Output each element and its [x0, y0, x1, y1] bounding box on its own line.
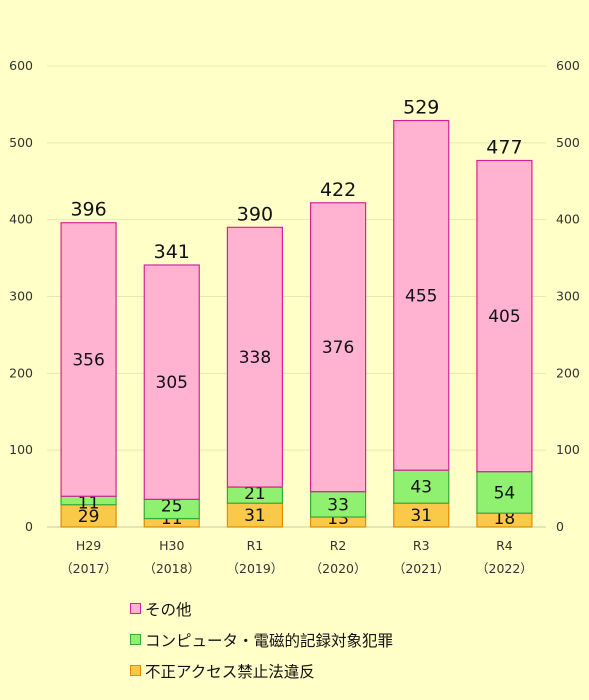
x-tick-label-year: （2017）	[60, 561, 117, 576]
y-tick-label: 500	[9, 135, 33, 150]
data-label: 11	[78, 493, 100, 513]
y2-tick-label: 500	[556, 135, 580, 150]
legend-item-computer: コンピュータ・電磁的記録対象犯罪	[130, 624, 393, 655]
y-tick-label: 400	[9, 212, 33, 227]
data-label: 18	[494, 509, 516, 529]
y-tick-label: 300	[9, 289, 33, 304]
bar-segment	[393, 469, 450, 504]
total-label: 422	[320, 179, 356, 201]
legend-item-other: その他	[130, 593, 393, 624]
x-tick-label: R3	[413, 538, 430, 553]
total-label: 477	[486, 137, 522, 159]
x-tick-label-year: （2018）	[143, 561, 200, 576]
legend-label-computer: コンピュータ・電磁的記録対象犯罪	[145, 631, 394, 650]
x-tick-label-year: （2021）	[393, 561, 450, 576]
y2-tick-label: 600	[556, 58, 580, 73]
data-label: 31	[410, 506, 432, 526]
y2-tick-label: 300	[556, 289, 580, 304]
y2-tick-label: 400	[556, 212, 580, 227]
legend-label-other: その他	[145, 600, 192, 619]
data-label: 29	[78, 507, 100, 527]
bar-segment	[309, 491, 367, 518]
y-tick-label: 200	[9, 365, 33, 380]
data-label: 54	[494, 483, 516, 503]
data-label: 305	[156, 373, 188, 393]
y2-tick-label: 0	[556, 519, 564, 534]
y2-tick-label: 200	[556, 365, 580, 380]
data-label: 455	[405, 286, 437, 306]
legend-swatch-other	[130, 603, 141, 614]
total-label: 390	[237, 203, 273, 225]
bar-segment	[226, 226, 284, 488]
y-tick-label: 600	[9, 58, 33, 73]
legend: その他 コンピュータ・電磁的記録対象犯罪 不正アクセス禁止法違反	[130, 593, 393, 686]
y-tick-label: 100	[9, 442, 33, 457]
total-label: 396	[70, 199, 106, 221]
legend-swatch-computer	[130, 634, 141, 645]
data-label: 376	[322, 338, 354, 358]
chart-plot: 0 0 100 100 200 200 300 300 400 400 500 500 600 600 29…	[9, 58, 580, 576]
x-tick-label: R1	[247, 538, 264, 553]
bar-segment	[309, 202, 367, 493]
total-label: 529	[403, 97, 439, 119]
x-tick-label-year: （2022）	[476, 561, 533, 576]
bar-segment	[143, 264, 200, 500]
bar-segment	[393, 119, 450, 471]
bar-segment	[60, 222, 117, 497]
data-label: 25	[161, 496, 183, 516]
x-tick-label: H29	[76, 538, 101, 553]
data-label: 21	[244, 484, 266, 504]
total-label: 341	[154, 241, 190, 263]
x-tick-label: R4	[496, 538, 513, 553]
data-label: 31	[244, 506, 266, 526]
bar-segment	[476, 159, 533, 473]
x-tick-label: R2	[330, 538, 347, 553]
legend-item-unauthorized: 不正アクセス禁止法違反	[130, 655, 393, 686]
x-tick-label-year: （2020）	[310, 561, 367, 576]
x-tick-label-year: （2019）	[227, 561, 284, 576]
y2-tick-label: 100	[556, 442, 580, 457]
data-label: 338	[239, 348, 271, 368]
x-tick-label: H30	[159, 538, 184, 553]
y-tick-label: 0	[25, 519, 33, 534]
data-label: 405	[488, 307, 520, 327]
legend-swatch-unauthorized	[130, 665, 141, 676]
bar-segment	[476, 471, 533, 514]
legend-label-unauthorized: 不正アクセス禁止法違反	[145, 662, 315, 681]
data-label: 33	[327, 495, 349, 515]
data-label: 356	[72, 351, 104, 371]
data-label: 43	[410, 478, 432, 498]
